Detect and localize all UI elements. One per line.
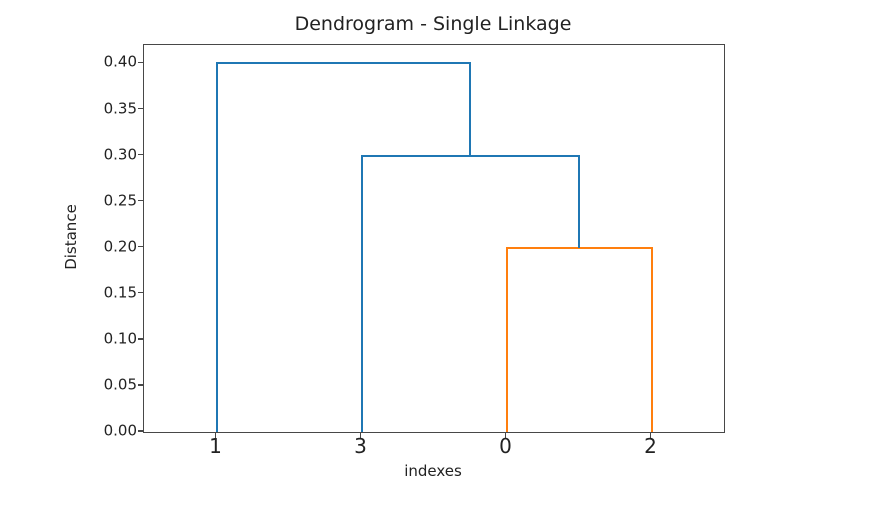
y-tick-mark: [137, 338, 143, 340]
dendrogram-link-segment: [505, 246, 653, 249]
x-tick-mark: [649, 432, 652, 438]
y-tick-mark: [137, 292, 143, 294]
x-tick-mark: [214, 432, 217, 438]
y-tick-label: 0.00: [103, 421, 137, 440]
y-tick-label: 0.05: [103, 375, 137, 394]
x-tick-label: 1: [209, 434, 222, 458]
x-tick-mark: [504, 432, 507, 438]
dendrogram-link-segment: [360, 154, 580, 157]
dendrogram-link-segment: [469, 62, 472, 156]
y-tick-label: 0.15: [103, 283, 137, 302]
y-tick-mark: [137, 199, 143, 202]
y-tick-label: 0.25: [103, 191, 137, 210]
y-tick-mark: [137, 153, 143, 156]
dendrogram-link-segment: [505, 246, 508, 432]
dendrogram-link-segment: [215, 62, 218, 432]
y-tick-mark: [137, 430, 143, 432]
y-tick-mark: [137, 246, 143, 248]
dendrogram-link-segment: [650, 246, 653, 432]
y-tick-label: 0.30: [103, 145, 137, 164]
x-axis-label: indexes: [404, 462, 462, 480]
dendrogram-link-segment: [215, 62, 472, 65]
y-tick-label: 0.35: [103, 99, 137, 117]
y-tick-mark: [137, 61, 143, 64]
x-tick-mark: [359, 432, 362, 438]
dendrogram-link-segment: [360, 154, 363, 432]
x-tick-label: 2: [644, 434, 657, 458]
plot-area: [143, 44, 725, 433]
y-tick-mark: [137, 107, 143, 110]
dendrogram-link-segment: [578, 154, 580, 248]
x-tick-label: 3: [354, 434, 367, 458]
y-tick-label: 0.40: [103, 52, 137, 71]
x-tick-label: 0: [499, 434, 512, 458]
y-tick-label: 0.20: [103, 237, 137, 256]
y-tick-label: 0.10: [103, 329, 137, 348]
y-axis-label: Distance: [62, 204, 80, 270]
chart-title: Dendrogram - Single Linkage: [294, 13, 572, 35]
y-tick-mark: [137, 384, 143, 386]
